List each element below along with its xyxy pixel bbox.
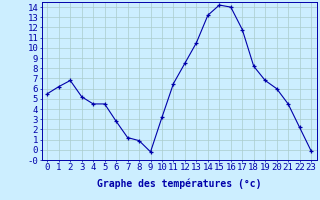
X-axis label: Graphe des températures (°c): Graphe des températures (°c) bbox=[97, 178, 261, 189]
